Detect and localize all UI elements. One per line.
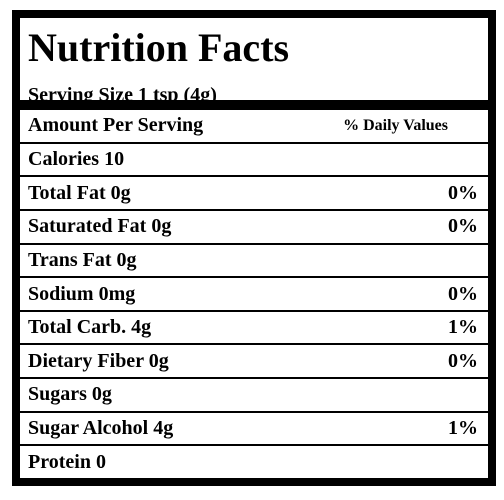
nutrient-row: Dietary Fiber 0g 0% (20, 343, 488, 377)
nutrient-label: Calories 10 (28, 147, 125, 170)
nutrient-row: Sugar Alcohol 4g 1% (20, 410, 488, 445)
nutrient-row: Saturated Fat 0g 0% (20, 208, 488, 243)
nutrient-label: Saturated Fat 0g (28, 215, 172, 238)
header-label: Amount Per Serving (28, 114, 204, 137)
nutrient-table: Amount Per Serving % Daily Values Calori… (20, 110, 488, 478)
nutrient-label: Trans Fat 0g (28, 248, 137, 271)
nutrient-label: Protein 0 (28, 450, 106, 473)
nutrient-row: Trans Fat 0g (20, 242, 488, 277)
nutrition-label: Nutrition Facts Serving Size 1 tsp (4g) … (12, 10, 496, 486)
nutrient-row: Calories 10 (20, 141, 488, 176)
title: Nutrition Facts (28, 25, 290, 70)
daily-value: 1% (448, 417, 478, 440)
nutrient-row: Sodium 0mg 0% (20, 276, 488, 310)
label-header: Nutrition Facts Serving Size 1 tsp (4g) (20, 18, 488, 110)
daily-value: 1% (448, 316, 478, 339)
serving-size: Serving Size 1 tsp (4g) (28, 84, 217, 106)
nutrient-label: Dietary Fiber 0g (28, 349, 169, 372)
nutrient-label: Total Carb. 4g (28, 316, 152, 339)
nutrient-row: Total Fat 0g 0% (20, 175, 488, 209)
nutrient-row: Protein 0 (20, 444, 488, 478)
daily-value: 0% (448, 349, 478, 372)
nutrient-row: Sugars 0g (20, 377, 488, 411)
nutrient-label: Sodium 0mg (28, 282, 136, 305)
nutrient-row: Total Carb. 4g 1% (20, 309, 488, 344)
nutrient-label: Sugar Alcohol 4g (28, 417, 174, 440)
table-header: Amount Per Serving % Daily Values (20, 110, 488, 142)
daily-value: 0% (448, 282, 478, 305)
nutrient-label: Total Fat 0g (28, 181, 131, 204)
nutrient-label: Sugars 0g (28, 383, 112, 406)
header-daily-value: % Daily Values (343, 116, 448, 134)
daily-value: 0% (448, 181, 478, 204)
daily-value: 0% (448, 215, 478, 238)
